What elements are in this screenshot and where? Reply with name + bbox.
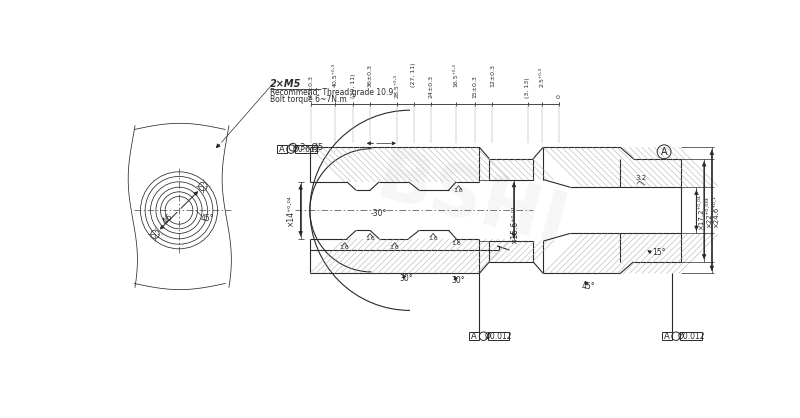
- Text: 48±0.3: 48±0.3: [309, 75, 314, 98]
- Bar: [662, 332, 672, 340]
- Text: (3, 13): (3, 13): [526, 77, 530, 98]
- Text: A: A: [471, 332, 477, 341]
- Text: ×22⁺⁰⋅⁰³³: ×22⁺⁰⋅⁰³³: [706, 196, 712, 228]
- Text: ×14⁺⁰⋅⁰⁴: ×14⁺⁰⋅⁰⁴: [286, 194, 295, 226]
- Text: 45°: 45°: [201, 214, 214, 223]
- Text: 0: 0: [557, 94, 562, 98]
- Text: A: A: [279, 145, 285, 153]
- Text: 1.6: 1.6: [428, 236, 438, 241]
- Text: 12±0.3: 12±0.3: [490, 64, 495, 87]
- Text: 3.2: 3.2: [635, 175, 646, 181]
- Text: 1.6: 1.6: [340, 245, 350, 250]
- Text: 15°: 15°: [653, 248, 666, 257]
- Text: 28.5⁺⁰⋅³: 28.5⁺⁰⋅³: [394, 74, 399, 98]
- Text: 2×M5: 2×M5: [270, 79, 302, 89]
- Text: Ø0.012: Ø0.012: [485, 332, 512, 341]
- Text: Recommend: Thread grade 10.9: Recommend: Thread grade 10.9: [270, 88, 393, 97]
- Text: 3×Ø5: 3×Ø5: [299, 143, 323, 152]
- Text: Ø0.012: Ø0.012: [292, 145, 320, 153]
- Text: 16.5⁺⁰⋅³: 16.5⁺⁰⋅³: [454, 63, 458, 87]
- Text: Ø0.012: Ø0.012: [678, 332, 705, 341]
- Text: 15±0.3: 15±0.3: [472, 75, 477, 98]
- Text: Bolt torque 6~7N.m: Bolt torque 6~7N.m: [270, 95, 346, 104]
- Text: 1.6: 1.6: [451, 241, 461, 246]
- Text: 1.6: 1.6: [390, 245, 399, 250]
- Text: ×17.2⁺⁰⋅⁰⁴: ×17.2⁺⁰⋅⁰⁴: [698, 194, 704, 230]
- Text: A: A: [661, 147, 667, 157]
- Text: A: A: [664, 332, 670, 341]
- Bar: [295, 145, 317, 153]
- Text: 36±0.3: 36±0.3: [367, 64, 373, 87]
- Text: 40.5⁺⁰⋅³: 40.5⁺⁰⋅³: [333, 63, 338, 87]
- Text: 30°: 30°: [451, 276, 465, 285]
- Text: (39, 11): (39, 11): [350, 74, 355, 98]
- Text: 45°: 45°: [582, 282, 595, 291]
- Bar: [680, 332, 702, 340]
- Text: 24±0.3: 24±0.3: [428, 75, 434, 98]
- Text: -30°: -30°: [371, 209, 387, 219]
- Bar: [470, 332, 479, 340]
- Bar: [277, 145, 286, 153]
- Text: BSHI: BSHI: [369, 144, 574, 261]
- Text: 1.6: 1.6: [454, 188, 463, 193]
- Text: 1.6: 1.6: [365, 236, 375, 241]
- Text: ×15.6⁺⁰⋅⁰¹: ×15.6⁺⁰⋅⁰¹: [510, 204, 519, 243]
- Bar: [488, 332, 510, 340]
- Text: 30°: 30°: [399, 274, 413, 283]
- Text: 2.5⁺⁰⋅³: 2.5⁺⁰⋅³: [539, 67, 544, 87]
- Text: (27, 11): (27, 11): [411, 63, 416, 87]
- Text: 46: 46: [161, 212, 175, 227]
- Text: ×24.6⁺⁰⋅¹: ×24.6⁺⁰⋅¹: [714, 196, 719, 228]
